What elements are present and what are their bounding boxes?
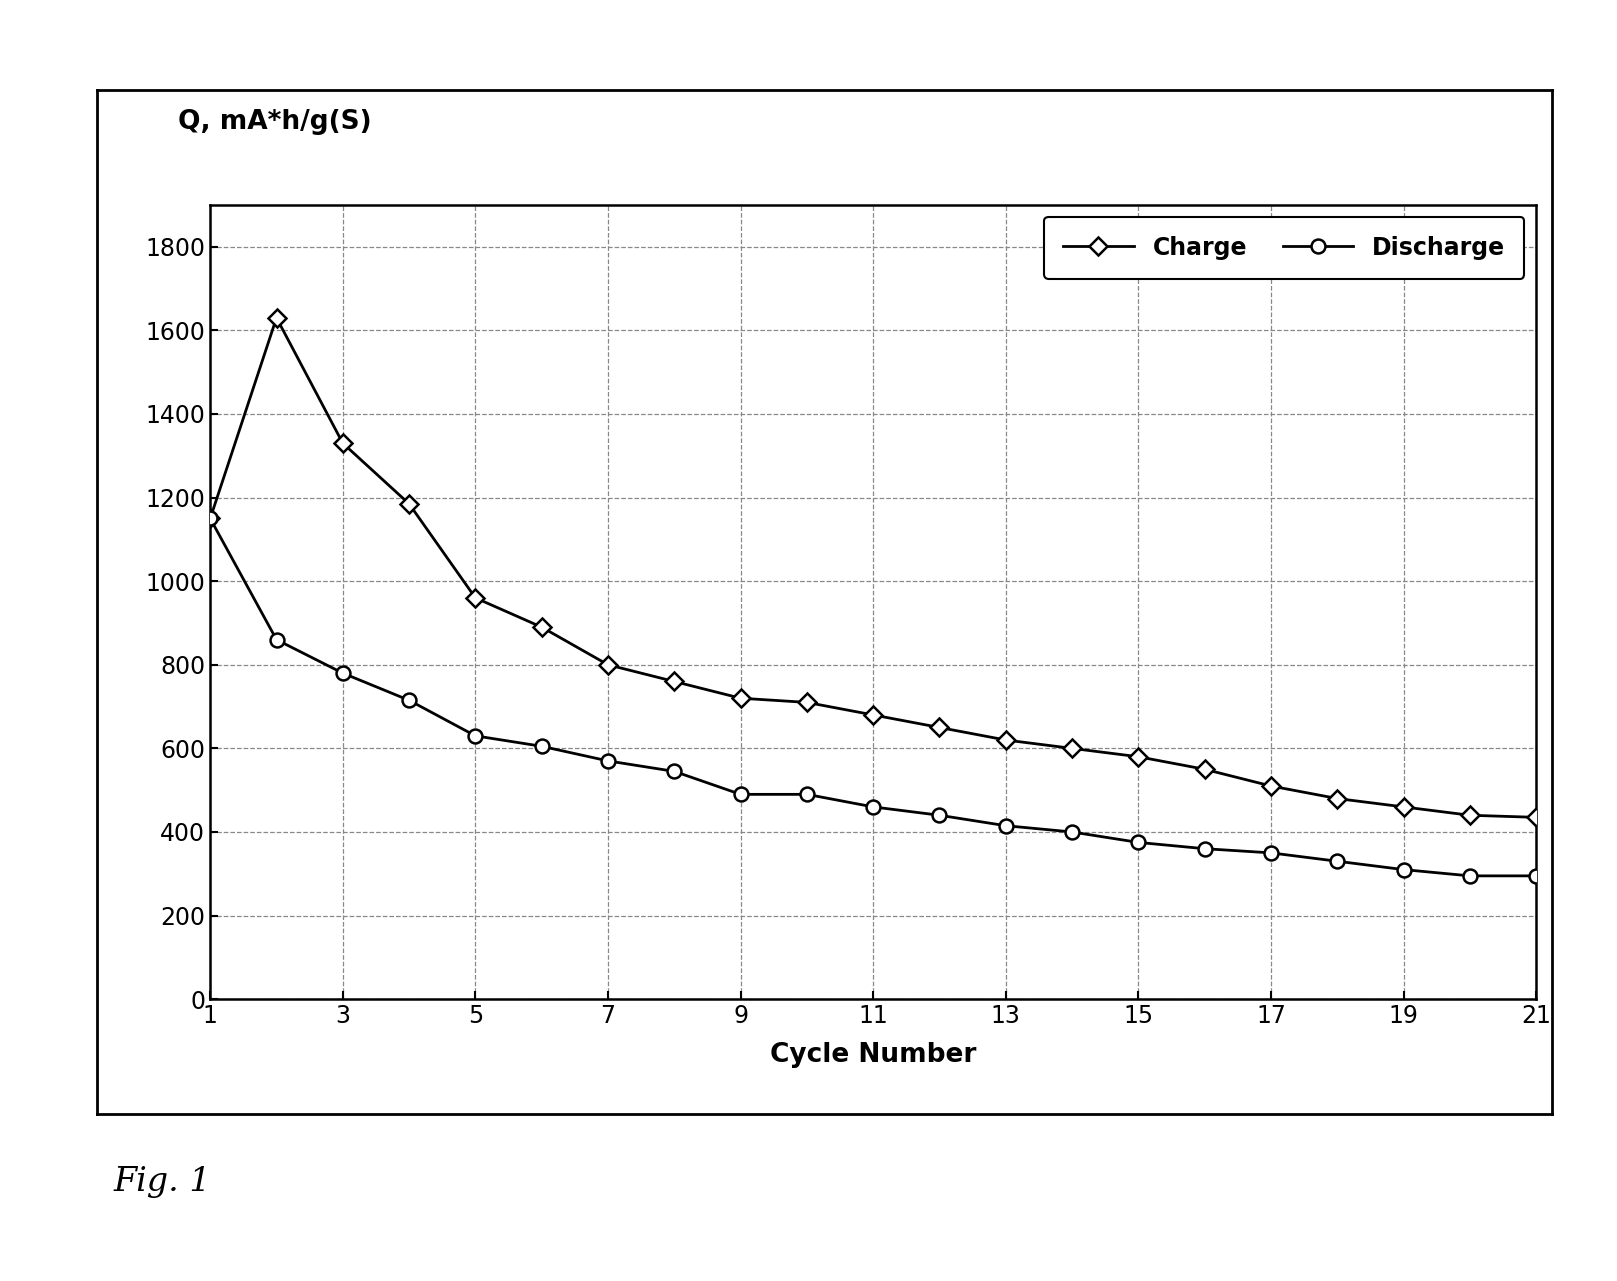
Charge [930,720,949,735]
Discharge [731,787,750,802]
Charge [665,674,684,689]
Legend: Charge, Discharge: Charge, Discharge [1045,216,1525,278]
Line: Discharge: Discharge [204,511,1543,883]
Discharge [532,739,551,755]
Discharge [598,753,618,769]
Charge [996,733,1015,748]
Discharge [1328,853,1347,869]
Discharge [1062,824,1082,839]
Discharge [1261,845,1281,861]
Charge [532,620,551,635]
Charge [333,436,353,451]
Charge [1129,749,1148,765]
Charge [598,657,618,673]
Text: Q, mA*h/g(S): Q, mA*h/g(S) [178,109,372,135]
Charge [267,310,286,325]
X-axis label: Cycle Number: Cycle Number [770,1041,977,1068]
Discharge [201,511,220,526]
Discharge [930,807,949,822]
Charge [1328,790,1347,806]
Discharge [1129,835,1148,851]
Charge [1394,799,1413,815]
Discharge [996,819,1015,834]
Charge [1195,762,1214,778]
Charge [1261,779,1281,794]
Charge [1526,810,1546,825]
Discharge [1526,869,1546,884]
Discharge [1195,842,1214,857]
Discharge [863,799,883,815]
Charge [863,707,883,722]
Discharge [1460,869,1480,884]
Line: Charge: Charge [204,311,1543,824]
Text: Fig. 1: Fig. 1 [113,1166,210,1198]
Discharge [399,693,419,708]
Charge [399,496,419,511]
Discharge [333,665,353,680]
Discharge [267,632,286,647]
Charge [731,690,750,706]
Discharge [1394,862,1413,877]
Charge [201,511,220,526]
Charge [466,591,485,606]
Charge [1062,740,1082,756]
Charge [797,694,817,710]
Discharge [466,728,485,743]
Discharge [797,787,817,802]
Charge [1460,807,1480,822]
Discharge [665,763,684,779]
